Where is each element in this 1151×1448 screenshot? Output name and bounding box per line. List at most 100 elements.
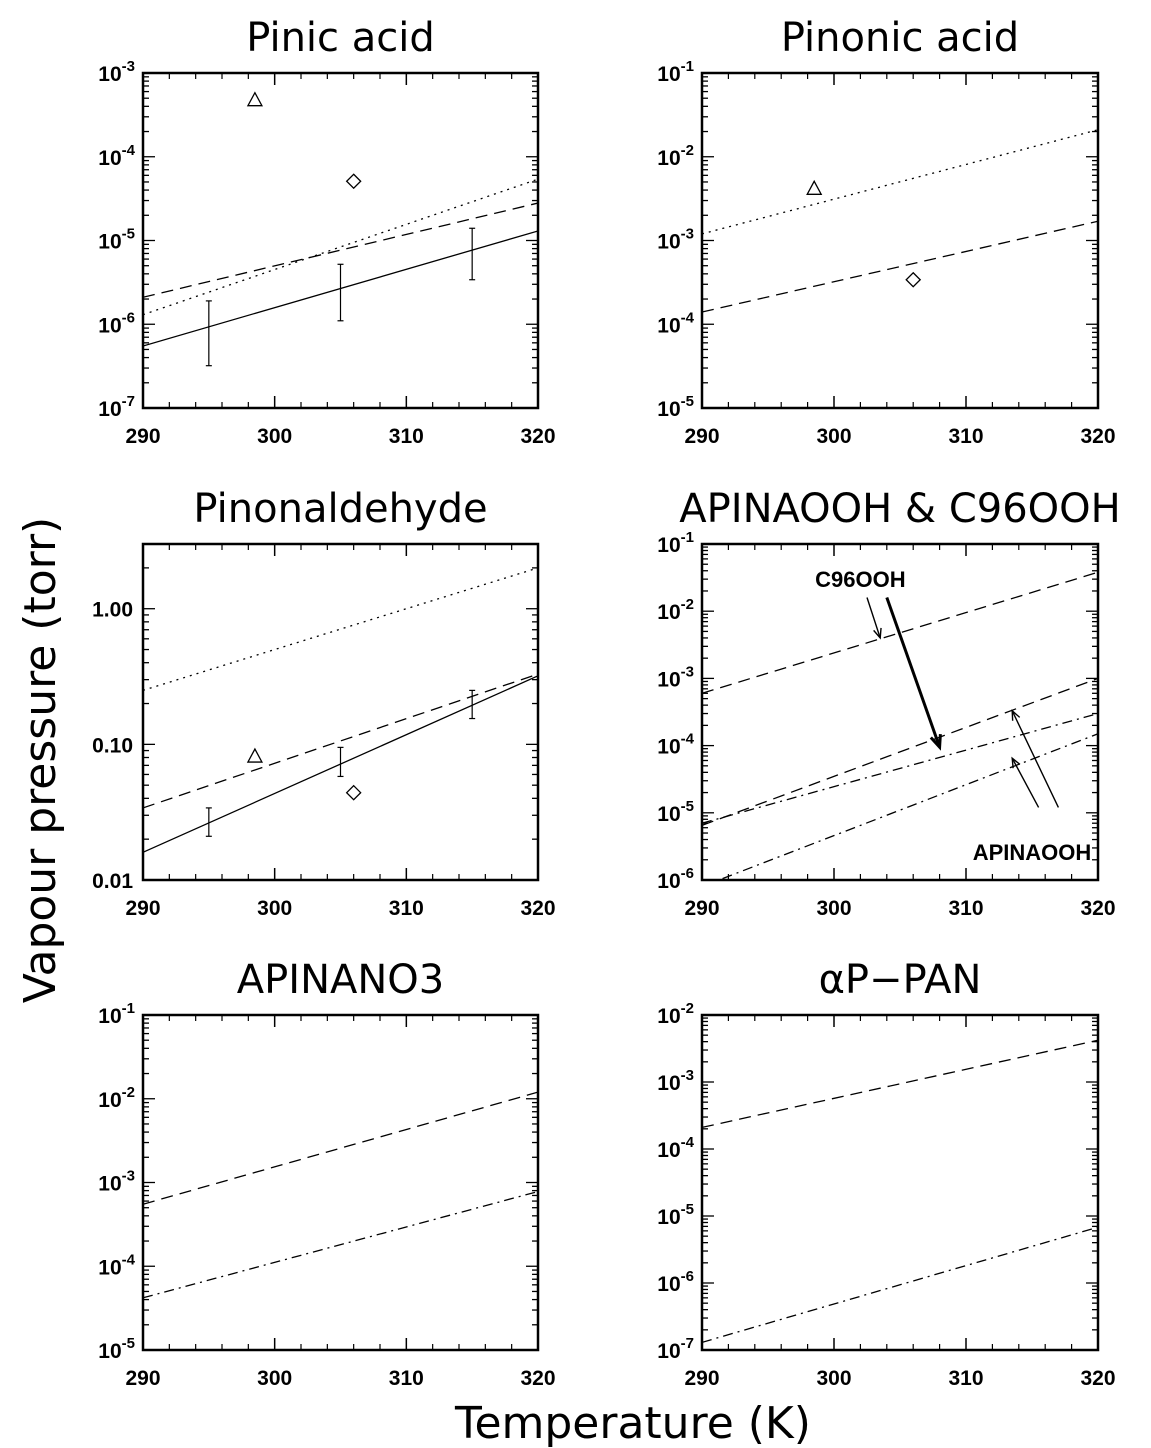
x-tick-label: 290: [684, 897, 719, 920]
x-tick-label: 310: [948, 425, 983, 448]
x-tick-label: 310: [389, 1367, 424, 1390]
x-tick-label: 290: [125, 897, 160, 920]
y-tick-label: 10-3: [657, 663, 694, 691]
y-tick-label: 10-3: [657, 226, 694, 254]
diamond-marker: [345, 784, 362, 801]
y-tick-label: 10-2: [657, 1000, 694, 1028]
annotation-arrow: [1011, 757, 1040, 808]
plot-frame: [141, 1013, 540, 1352]
plot-frame: [700, 542, 1100, 882]
x-tick-label: 320: [520, 1367, 555, 1390]
x-tick-label: 290: [684, 425, 719, 448]
x-tick-label: 290: [125, 1367, 160, 1390]
panel-title: Pinonic acid: [781, 15, 1019, 61]
panel-title: APINAOOH & C96OOH: [679, 486, 1120, 532]
plot-frame: [700, 1013, 1100, 1352]
arrow-head: [873, 627, 882, 640]
y-tick-label: 1.00: [92, 599, 133, 622]
x-tick-label: 310: [389, 425, 424, 448]
y-tick-label: 10-5: [657, 393, 694, 421]
y-tick-label: 10-4: [657, 309, 694, 337]
series-line-dashed: [702, 677, 1098, 826]
y-tick-label: 10-2: [657, 142, 694, 170]
y-tick-label: 10-3: [657, 1067, 694, 1095]
y-tick-label: 10-5: [98, 1335, 135, 1363]
series-line-dashed: [143, 673, 538, 809]
x-tick-label: 320: [1080, 425, 1115, 448]
y-tick-label: 10-2: [657, 596, 694, 624]
y-tick-label: 10-6: [657, 865, 694, 893]
annotation-label: APINAOOH: [973, 840, 1092, 865]
series-line-dashdot: [717, 733, 1098, 880]
triangle-marker: [246, 747, 264, 763]
panel-title: αP−PAN: [819, 957, 982, 1003]
arrow-head: [1011, 756, 1021, 769]
x-tick-label: 320: [520, 897, 555, 920]
y-tick-label: 10-3: [98, 58, 135, 86]
y-tick-label: 10-4: [98, 142, 135, 170]
x-tick-label: 320: [520, 425, 555, 448]
x-tick-label: 300: [816, 425, 851, 448]
y-tick-label: 10-5: [657, 1201, 694, 1229]
x-tick-label: 290: [684, 1367, 719, 1390]
x-tick-label: 310: [948, 1367, 983, 1390]
series-line-dotted: [702, 129, 1098, 235]
series-line-dashed: [143, 1091, 538, 1205]
x-tick-label: 300: [816, 897, 851, 920]
plot-frame: [700, 71, 1100, 410]
triangle-marker: [806, 179, 823, 195]
y-tick-label: 10-1: [657, 529, 694, 557]
y-tick-label: 10-7: [98, 393, 135, 421]
x-tick-label: 310: [389, 897, 424, 920]
y-tick-label: 0.10: [92, 734, 133, 757]
y-axis-label: Vapour pressure (torr): [15, 517, 66, 1003]
chart-panel-6: αP−PAN 290 300 310 320 10-7 10-6 10-5 10-4 10-3 10…: [657, 957, 1115, 1390]
chart-panel-3: Pinonaldehyde 290 300 310 320 0.01 0.10 1.00: [92, 486, 555, 920]
series-line-dashdot: [143, 1190, 538, 1299]
arrow-head: [929, 734, 942, 751]
y-tick-label: 10-5: [657, 798, 694, 826]
chart-panel-2: Pinonic acid 290 300 310 320 10-5 10-4 10-3 10-2…: [657, 15, 1115, 448]
y-tick-label: 0.01: [92, 870, 133, 893]
chart-panel-5: APINANO3 290 300 310 320 10-5 10-4 10-3 10-2 10-1: [98, 957, 555, 1390]
series-line-dotted: [143, 567, 538, 692]
x-tick-label: 300: [257, 425, 292, 448]
x-tick-label: 290: [125, 425, 160, 448]
x-tick-label: 300: [257, 897, 292, 920]
x-tick-label: 300: [816, 1367, 851, 1390]
y-tick-label: 10-2: [98, 1084, 135, 1112]
plot-frame: [141, 542, 540, 882]
diamond-marker: [345, 173, 362, 190]
annotation-arrow: [866, 597, 881, 639]
y-tick-label: 10-1: [657, 58, 694, 86]
plot-frame: [141, 71, 540, 410]
annotation-label: C96OOH: [815, 567, 905, 592]
arrow-head: [1011, 709, 1021, 721]
panel-title: Pinonaldehyde: [193, 486, 487, 532]
series-line-dashed: [702, 220, 1098, 313]
y-tick-label: 10-7: [657, 1335, 694, 1363]
annotation-arrow: [885, 596, 942, 748]
chart-panel-4: APINAOOH & C96OOH C96OOH APINAOOH 290 300 310…: [657, 486, 1120, 920]
y-tick-label: 10-5: [98, 226, 135, 254]
x-tick-label: 300: [257, 1367, 292, 1390]
series-line-dashed: [702, 571, 1098, 694]
series-line-dashed: [702, 1039, 1098, 1129]
y-tick-label: 10-1: [98, 1000, 135, 1028]
diamond-marker: [905, 271, 922, 288]
y-tick-label: 10-4: [98, 1251, 135, 1279]
x-tick-label: 310: [948, 897, 983, 920]
y-tick-label: 10-6: [98, 309, 135, 337]
triangle-marker: [246, 91, 264, 107]
series-line-dashed: [143, 202, 538, 298]
series-line-dashdot: [702, 712, 1098, 824]
annotation-arrow: [1011, 710, 1060, 808]
x-axis-label: Temperature (K): [454, 1398, 811, 1448]
chart-panel-1: Pinic acid 290 300 310 320 10-7 10-6 10-5 10-4 10…: [98, 15, 555, 448]
series-line-dashdot: [702, 1226, 1098, 1343]
x-tick-label: 320: [1080, 1367, 1115, 1390]
panel-title: Pinic acid: [246, 15, 435, 61]
y-tick-label: 10-3: [98, 1168, 135, 1196]
y-tick-label: 10-6: [657, 1268, 694, 1296]
